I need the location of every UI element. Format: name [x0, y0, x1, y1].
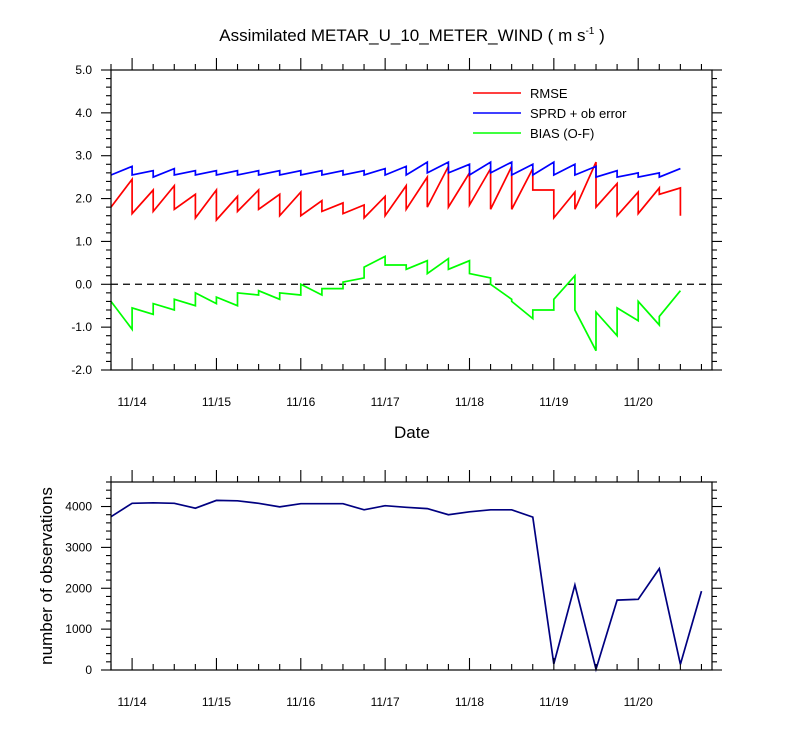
top-x-tick-labels: 11/14 11/15 11/16 11/17 11/18 11/19 11/20 [118, 395, 654, 409]
bottom-axis-ticks [101, 470, 722, 671]
x-tick-label: 11/14 [118, 695, 147, 709]
top-chart: 11/14 11/15 11/16 11/17 11/18 11/19 11/20 -2.0… [71, 58, 722, 442]
legend-label-rmse: RMSE [530, 86, 568, 101]
x-tick-label: 11/15 [202, 395, 231, 409]
bottom-plot-frame [110, 481, 713, 671]
x-tick-label: 11/16 [286, 695, 315, 709]
chart-title: Assimilated METAR_U_10_METER_WIND ( m s-… [219, 26, 605, 45]
bottom-y-axis-label: number of observations [37, 487, 56, 665]
chart-title-end: ) [594, 26, 604, 45]
x-tick-label: 11/14 [118, 395, 147, 409]
x-tick-label: 11/19 [539, 395, 568, 409]
y-tick-label: 0.0 [75, 277, 92, 291]
x-tick-label: 11/19 [539, 695, 568, 709]
x-tick-label: 11/17 [371, 395, 400, 409]
bottom-chart: 11/14 11/15 11/16 11/17 11/18 11/19 11/20 0 100… [37, 470, 722, 709]
y-tick-label: 5.0 [75, 63, 92, 77]
x-tick-label: 11/20 [624, 695, 653, 709]
x-tick-label: 11/17 [371, 695, 400, 709]
x-tick-label: 11/15 [202, 695, 231, 709]
legend: RMSE SPRD + ob error BIAS (O-F) [473, 86, 627, 141]
series-line-rmse [110, 161, 682, 223]
y-tick-label: 4.0 [75, 106, 92, 120]
series-line-observation-count [110, 499, 703, 673]
top-y-tick-labels: -2.0 -1.0 0.0 1.0 2.0 3.0 4.0 5.0 [71, 63, 92, 377]
y-tick-label: 1.0 [75, 234, 92, 248]
y-tick-label: 2000 [65, 581, 92, 595]
y-tick-label: 2.0 [75, 192, 92, 206]
y-tick-label: 0 [85, 663, 92, 677]
chart-title-main: Assimilated METAR_U_10_METER_WIND ( m s [219, 26, 585, 45]
legend-label-sprd: SPRD + ob error [530, 106, 627, 121]
x-tick-label: 11/18 [455, 695, 484, 709]
y-tick-label: -2.0 [71, 363, 92, 377]
top-plot-frame [110, 69, 713, 371]
series-line-sprd-ob-error [110, 160, 681, 179]
x-tick-label: 11/16 [286, 395, 315, 409]
x-tick-label: 11/18 [455, 395, 484, 409]
top-plot-area [110, 160, 712, 352]
top-axis-ticks [101, 58, 722, 371]
x-tick-label: 11/20 [624, 395, 653, 409]
y-tick-label: 3.0 [75, 149, 92, 163]
y-tick-label: 3000 [65, 540, 92, 554]
top-x-axis-label: Date [394, 423, 430, 442]
legend-label-bias: BIAS (O-F) [530, 126, 594, 141]
series-line-bias-o-f [110, 255, 682, 352]
y-tick-label: 1000 [65, 622, 92, 636]
y-tick-label: -1.0 [71, 320, 92, 334]
y-tick-label: 4000 [65, 500, 92, 514]
bottom-plot-area [110, 499, 703, 673]
bottom-x-tick-labels: 11/14 11/15 11/16 11/17 11/18 11/19 11/20 [118, 695, 654, 709]
bottom-y-tick-labels: 0 1000 2000 3000 4000 [65, 500, 92, 677]
chart-title-superscript: -1 [585, 26, 594, 37]
